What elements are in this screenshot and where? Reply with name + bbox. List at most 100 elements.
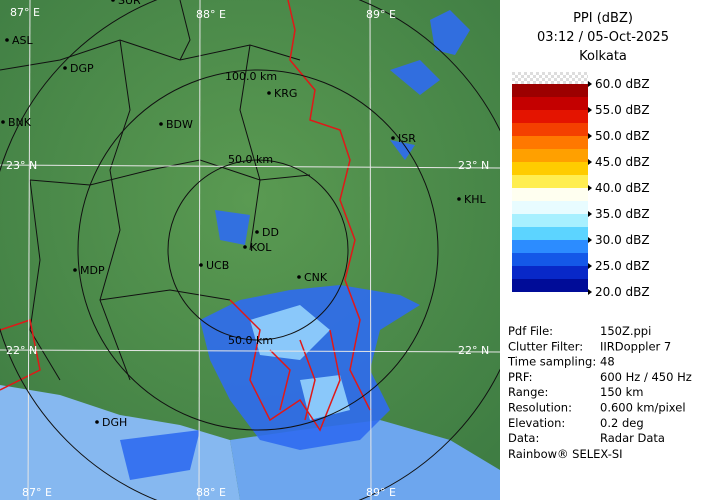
ring-label: 100.0 km (225, 70, 277, 83)
grid-label: 88° E (196, 8, 226, 21)
legend-tick (588, 211, 592, 217)
legend-panel: PPI (dBZ) 03:12 / 05-Oct-2025 Kolkata 60… (500, 0, 706, 500)
legend-tick (588, 263, 592, 269)
legend-tick (588, 81, 592, 87)
legend-label: 25.0 dBZ (595, 259, 650, 273)
legend-band (512, 110, 588, 123)
legend-band (512, 240, 588, 253)
legend-label: 60.0 dBZ (595, 77, 650, 91)
city-label: DD (262, 226, 279, 239)
city-dot (391, 136, 395, 140)
district-borders (0, 0, 311, 381)
legend-tick (588, 289, 592, 295)
legend-label: 55.0 dBZ (595, 103, 650, 117)
city-dot (95, 420, 99, 424)
legend-tick (588, 133, 592, 139)
info-key: Elevation: (508, 416, 565, 430)
info-key: Data: (508, 431, 539, 445)
city-dot (297, 275, 301, 279)
info-value: 48 (600, 355, 615, 369)
info-value: IIRDoppler 7 (600, 339, 671, 353)
legend-band (512, 84, 588, 97)
city-dot (73, 268, 77, 272)
info-key: Clutter Filter: (508, 339, 583, 353)
city-dot (267, 91, 271, 95)
city-label: DGP (70, 62, 94, 75)
info-key: Resolution: (508, 401, 572, 415)
grid-label: 22° N (6, 344, 37, 357)
city-label: KHL (464, 193, 486, 206)
station: Kolkata (579, 49, 627, 64)
city-label: ISR (398, 132, 416, 145)
range-rings (0, 0, 500, 500)
city-dot (243, 245, 247, 249)
info-key: Range: (508, 385, 548, 399)
legend-label: 45.0 dBZ (595, 155, 650, 169)
city-label: SUR (118, 0, 141, 7)
grid-label: 87° E (10, 6, 40, 19)
info-key: Pdf File: (508, 324, 553, 338)
legend-band (512, 253, 588, 266)
city-label: ASL (12, 34, 34, 47)
legend-band (512, 123, 588, 136)
footer: Rainbow® SELEX-SI (508, 447, 623, 461)
legend-tick (588, 185, 592, 191)
ring-label: 50.0 km (228, 153, 273, 166)
city-dot (5, 38, 9, 42)
city-label: DGH (102, 416, 127, 429)
grid-label: 23° N (458, 159, 489, 172)
legend-band (512, 279, 588, 292)
legend-label: 30.0 dBZ (595, 233, 650, 247)
legend-band (512, 149, 588, 162)
graticule (0, 0, 500, 500)
grid-label: 87° E (22, 486, 52, 499)
city-dot (255, 230, 259, 234)
legend-label: 20.0 dBZ (595, 285, 650, 299)
city-label: MDP (80, 264, 105, 277)
legend-label: 50.0 dBZ (595, 129, 650, 143)
city-dot (199, 263, 203, 267)
legend-band (512, 97, 588, 110)
legend-tick (588, 107, 592, 113)
legend-label: 35.0 dBZ (595, 207, 650, 221)
legend-band (512, 266, 588, 279)
city-label: KRG (274, 87, 297, 100)
city-dot (111, 0, 115, 2)
legend-band (512, 214, 588, 227)
info-value: 0.600 km/pixel (600, 401, 686, 415)
legend-band (512, 227, 588, 240)
city-label: BDW (166, 118, 193, 131)
city-dot (457, 197, 461, 201)
info-value: Radar Data (600, 431, 665, 445)
grid-label: 89° E (366, 8, 396, 21)
city-label: KOL (250, 241, 272, 254)
info-value: 150 km (600, 385, 643, 399)
ring-label: 50.0 km (228, 334, 273, 347)
grid-label: 89° E (366, 486, 396, 499)
city-label: UCB (206, 259, 229, 272)
city-label: BNK (8, 116, 32, 129)
legend-tick (588, 237, 592, 243)
city-label: CNK (304, 271, 328, 284)
city-dot (63, 66, 67, 70)
info-value: 600 Hz / 450 Hz (600, 370, 692, 384)
border (0, 0, 371, 432)
info-key: Time sampling: (507, 355, 596, 369)
legend-tick (588, 159, 592, 165)
title: PPI (dBZ) (573, 11, 633, 26)
legend-band (512, 162, 588, 175)
info-value: 0.2 deg (600, 416, 644, 430)
radar-map: 87° E 88° E 89° E 23° N 22° N 23° N 22° N 87° E… (0, 0, 500, 500)
legend-band (512, 136, 588, 149)
info-key: PRF: (508, 370, 533, 384)
datetime: 03:12 / 05-Oct-2025 (537, 30, 669, 45)
city-dot (1, 120, 5, 124)
legend-band (512, 175, 588, 188)
grid-label: 88° E (196, 486, 226, 499)
above-scale (512, 72, 588, 84)
legend-label: 40.0 dBZ (595, 181, 650, 195)
legend-band (512, 188, 588, 201)
legend-band (512, 201, 588, 214)
grid-label: 22° N (458, 344, 489, 357)
